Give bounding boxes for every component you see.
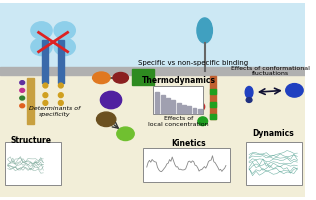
Ellipse shape [54, 22, 75, 39]
Ellipse shape [58, 83, 63, 88]
Ellipse shape [198, 117, 208, 126]
Bar [132, 69, 154, 85]
Ellipse shape [58, 93, 63, 98]
Bar [27, 78, 34, 124]
Polygon shape [0, 3, 305, 71]
Bar [42, 40, 48, 83]
Ellipse shape [97, 112, 116, 127]
Bar [198, 109, 202, 113]
Ellipse shape [43, 93, 48, 98]
Bar [155, 92, 159, 113]
Bar [161, 95, 165, 113]
Bar [246, 142, 302, 185]
Ellipse shape [20, 81, 25, 85]
Bar [166, 98, 170, 113]
Ellipse shape [54, 38, 75, 56]
Bar [210, 114, 216, 119]
Ellipse shape [43, 83, 48, 88]
Ellipse shape [191, 101, 205, 112]
Ellipse shape [58, 100, 63, 105]
Bar [171, 100, 175, 113]
Text: Effects of conformational
fluctuations: Effects of conformational fluctuations [231, 66, 310, 76]
Ellipse shape [245, 86, 253, 98]
Text: Dynamics: Dynamics [252, 129, 294, 138]
Text: Thermodynamics: Thermodynamics [142, 76, 216, 85]
Ellipse shape [31, 22, 52, 39]
Bar [177, 103, 180, 113]
Text: Specific vs non-specific binding: Specific vs non-specific binding [138, 60, 248, 66]
Ellipse shape [117, 127, 134, 141]
Ellipse shape [20, 96, 25, 100]
Ellipse shape [20, 88, 25, 92]
Bar [192, 108, 197, 113]
Bar [0, 67, 305, 75]
Ellipse shape [43, 100, 48, 105]
Text: Determinants of
specificity: Determinants of specificity [29, 106, 81, 117]
Ellipse shape [197, 18, 212, 43]
Bar [187, 106, 191, 113]
Text: Kinetics: Kinetics [171, 139, 206, 148]
Bar [210, 102, 216, 107]
Ellipse shape [246, 98, 252, 102]
Ellipse shape [93, 72, 110, 84]
Bar [58, 40, 64, 83]
Ellipse shape [113, 72, 128, 83]
Text: Structure: Structure [10, 136, 52, 145]
Bar [5, 142, 61, 185]
Bar [210, 76, 216, 119]
Ellipse shape [100, 91, 122, 109]
Bar [153, 86, 203, 114]
Polygon shape [0, 71, 305, 197]
Ellipse shape [189, 87, 203, 98]
Bar [210, 89, 216, 94]
Ellipse shape [20, 104, 25, 108]
Bar [182, 105, 186, 113]
Ellipse shape [31, 38, 52, 56]
Text: Effects of
local concentration: Effects of local concentration [148, 116, 209, 127]
Ellipse shape [286, 84, 303, 97]
Bar [143, 148, 230, 182]
